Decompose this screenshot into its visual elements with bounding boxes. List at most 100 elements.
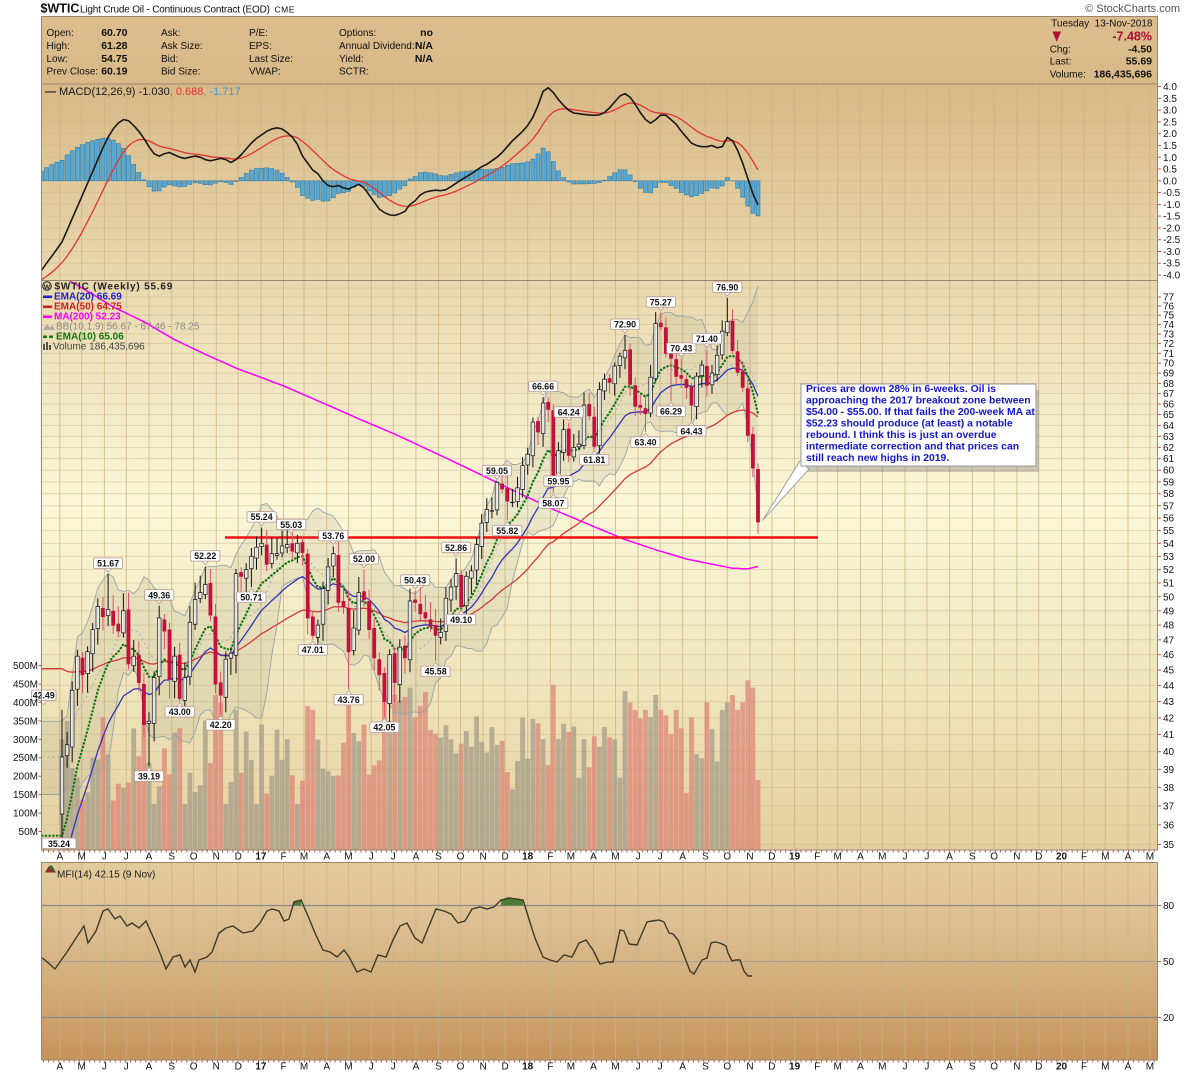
svg-text:no: no: [420, 27, 433, 39]
svg-text:42.20: 42.20: [210, 720, 232, 730]
svg-text:N: N: [213, 1062, 220, 1073]
svg-text:49.36: 49.36: [148, 590, 170, 600]
svg-text:80: 80: [1163, 901, 1175, 912]
svg-text:J: J: [369, 1062, 374, 1073]
svg-text:44: 44: [1163, 681, 1175, 692]
svg-text:M: M: [1146, 1062, 1154, 1073]
svg-text:Last Size:: Last Size:: [249, 54, 293, 65]
svg-text:35.24: 35.24: [48, 839, 70, 849]
svg-text:N: N: [1013, 852, 1020, 863]
svg-text:4.0: 4.0: [1163, 82, 1177, 93]
svg-text:J: J: [636, 852, 641, 863]
svg-text:53: 53: [1163, 552, 1175, 563]
svg-text:71.40: 71.40: [696, 334, 718, 344]
svg-text:49: 49: [1163, 606, 1175, 617]
svg-text:A: A: [413, 1062, 420, 1073]
svg-text:37: 37: [1163, 801, 1175, 812]
svg-text:1.5: 1.5: [1163, 141, 1177, 152]
svg-text:52.22: 52.22: [194, 551, 216, 561]
svg-text:73: 73: [1163, 330, 1175, 341]
svg-text:MFI(14) 42.15 (9 Nov): MFI(14) 42.15 (9 Nov): [57, 870, 155, 881]
svg-text:20: 20: [1163, 1013, 1175, 1024]
svg-text:62: 62: [1163, 443, 1175, 454]
svg-text:67: 67: [1163, 389, 1175, 400]
svg-text:51.67: 51.67: [97, 559, 119, 569]
svg-text:-2.0: -2.0: [1163, 223, 1181, 234]
svg-text:46: 46: [1163, 650, 1175, 661]
svg-text:19: 19: [789, 852, 801, 863]
svg-text:A: A: [56, 852, 63, 863]
svg-text:500M: 500M: [13, 661, 38, 672]
svg-text:M: M: [834, 1062, 842, 1073]
svg-text:61.28: 61.28: [101, 40, 127, 52]
svg-text:39.19: 39.19: [138, 772, 160, 782]
svg-text:20: 20: [1056, 852, 1068, 863]
svg-text:A: A: [590, 1062, 597, 1073]
svg-text:A: A: [1125, 1062, 1132, 1073]
svg-text:rebound. I think this is just: rebound. I think this is just an overdue: [806, 430, 997, 441]
svg-text:39: 39: [1163, 765, 1175, 776]
svg-text:$52.23 should produce (at leas: $52.23 should produce (at least) a notab…: [806, 419, 1013, 430]
svg-text:M: M: [344, 852, 352, 863]
svg-text:42.05: 42.05: [373, 723, 395, 733]
svg-text:Volume 186,435,696: Volume 186,435,696: [53, 342, 145, 353]
svg-text:74: 74: [1163, 320, 1175, 331]
svg-text:M: M: [567, 1062, 575, 1073]
svg-text:M: M: [611, 1062, 619, 1073]
svg-text:350M: 350M: [13, 716, 38, 727]
svg-text:Ask:: Ask:: [161, 28, 180, 39]
svg-text:N: N: [213, 852, 220, 863]
svg-text:60: 60: [1163, 466, 1175, 477]
svg-text:N: N: [479, 1062, 486, 1073]
svg-text:J: J: [124, 852, 129, 863]
svg-text:M: M: [878, 852, 886, 863]
svg-text:D: D: [768, 852, 775, 863]
svg-text:M: M: [300, 852, 308, 863]
svg-text:A: A: [679, 852, 686, 863]
svg-text:59.95: 59.95: [547, 476, 569, 486]
svg-text:60.70: 60.70: [101, 27, 127, 39]
svg-text:O: O: [190, 1062, 198, 1073]
svg-text:19: 19: [789, 1062, 801, 1073]
svg-text:D: D: [1035, 852, 1042, 863]
svg-text:intermediate correction and th: intermediate correction and that prices …: [806, 442, 1019, 453]
svg-text:N/A: N/A: [415, 53, 434, 65]
svg-text:70: 70: [1163, 359, 1175, 370]
svg-text:0.5: 0.5: [1163, 165, 1177, 176]
svg-text:70.43: 70.43: [670, 344, 692, 354]
svg-text:J: J: [924, 852, 929, 863]
svg-text:-4.0: -4.0: [1163, 271, 1181, 282]
svg-text:38: 38: [1163, 783, 1175, 794]
svg-text:N/A: N/A: [415, 40, 434, 52]
svg-text:2.5: 2.5: [1163, 117, 1177, 128]
svg-text:43.76: 43.76: [338, 695, 360, 705]
svg-text:J: J: [924, 1062, 929, 1073]
svg-text:O: O: [457, 1062, 465, 1073]
svg-text:3.0: 3.0: [1163, 106, 1177, 117]
svg-text:Light Crude Oil - Continuous C: Light Crude Oil - Continuous Contract (E…: [80, 5, 270, 16]
svg-text:61: 61: [1163, 454, 1175, 465]
svg-text:S: S: [435, 852, 442, 863]
svg-text:M: M: [344, 1062, 352, 1073]
svg-text:VWAP:: VWAP:: [249, 67, 281, 78]
svg-text:approaching the 2017 breakout: approaching the 2017 breakout zone betwe…: [806, 395, 1031, 406]
svg-text:68: 68: [1163, 379, 1175, 390]
svg-text:45: 45: [1163, 666, 1175, 677]
svg-text:Yield:: Yield:: [339, 54, 364, 65]
svg-text:71: 71: [1163, 349, 1175, 360]
svg-text:-7.48%: -7.48%: [1112, 29, 1152, 43]
svg-text:18: 18: [522, 852, 534, 863]
svg-text:17: 17: [255, 852, 267, 863]
svg-text:58.07: 58.07: [542, 499, 564, 509]
svg-text:F: F: [280, 852, 286, 863]
svg-text:54: 54: [1163, 539, 1175, 550]
svg-text:64.24: 64.24: [558, 407, 580, 417]
svg-text:66.29: 66.29: [660, 407, 682, 417]
svg-text:49.10: 49.10: [450, 615, 472, 625]
svg-text:O: O: [990, 852, 998, 863]
svg-text:A: A: [323, 852, 330, 863]
svg-text:CME: CME: [275, 5, 295, 15]
svg-text:55.03: 55.03: [280, 520, 302, 530]
svg-text:J: J: [124, 1062, 129, 1073]
svg-text:P/E:: P/E:: [249, 28, 268, 39]
